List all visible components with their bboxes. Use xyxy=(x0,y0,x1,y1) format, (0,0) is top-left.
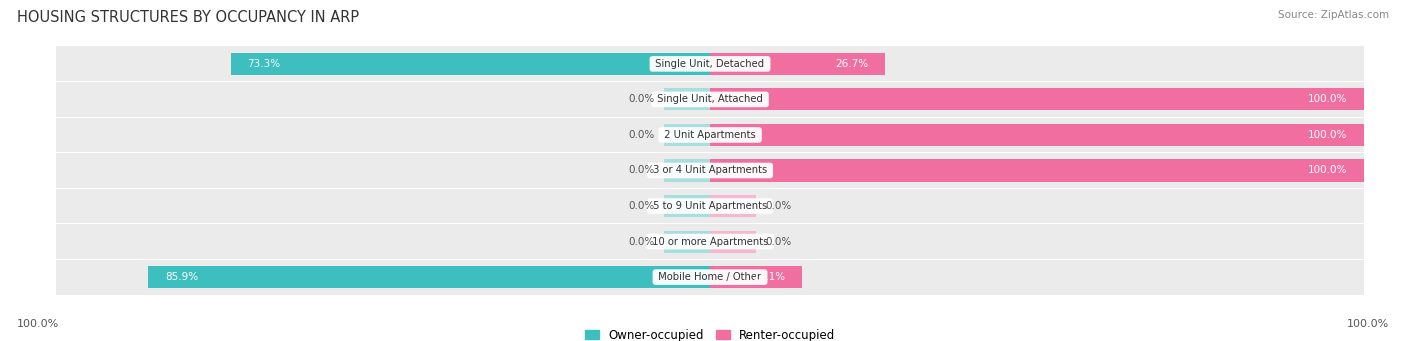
Text: 0.0%: 0.0% xyxy=(628,94,654,104)
Bar xyxy=(710,195,756,217)
Bar xyxy=(710,88,1364,110)
Bar xyxy=(56,260,1364,295)
Text: 0.0%: 0.0% xyxy=(628,130,654,140)
Bar xyxy=(56,189,1364,223)
Text: 5 to 9 Unit Apartments: 5 to 9 Unit Apartments xyxy=(650,201,770,211)
Bar xyxy=(664,231,710,253)
Text: 100.0%: 100.0% xyxy=(17,319,59,329)
Text: 10 or more Apartments: 10 or more Apartments xyxy=(648,237,772,247)
Bar xyxy=(664,160,710,181)
Text: Single Unit, Attached: Single Unit, Attached xyxy=(654,94,766,104)
Text: 100.0%: 100.0% xyxy=(1308,94,1347,104)
Bar xyxy=(149,266,710,288)
Text: 3 or 4 Unit Apartments: 3 or 4 Unit Apartments xyxy=(650,165,770,176)
Bar xyxy=(710,160,1364,181)
Text: Mobile Home / Other: Mobile Home / Other xyxy=(655,272,765,282)
Text: Single Unit, Detached: Single Unit, Detached xyxy=(652,59,768,69)
Text: 0.0%: 0.0% xyxy=(628,165,654,176)
Bar xyxy=(664,124,710,146)
Text: 14.1%: 14.1% xyxy=(752,272,786,282)
Bar xyxy=(710,124,1364,146)
Bar xyxy=(664,195,710,217)
Text: 0.0%: 0.0% xyxy=(766,237,792,247)
Text: Source: ZipAtlas.com: Source: ZipAtlas.com xyxy=(1278,10,1389,20)
Bar xyxy=(56,153,1364,188)
Text: 26.7%: 26.7% xyxy=(835,59,869,69)
Text: 0.0%: 0.0% xyxy=(766,201,792,211)
Legend: Owner-occupied, Renter-occupied: Owner-occupied, Renter-occupied xyxy=(579,324,841,341)
Bar xyxy=(231,53,710,75)
Text: HOUSING STRUCTURES BY OCCUPANCY IN ARP: HOUSING STRUCTURES BY OCCUPANCY IN ARP xyxy=(17,10,359,25)
Text: 100.0%: 100.0% xyxy=(1308,130,1347,140)
Text: 2 Unit Apartments: 2 Unit Apartments xyxy=(661,130,759,140)
Bar xyxy=(56,118,1364,152)
Text: 0.0%: 0.0% xyxy=(628,237,654,247)
Text: 100.0%: 100.0% xyxy=(1308,165,1347,176)
Text: 73.3%: 73.3% xyxy=(247,59,280,69)
Bar xyxy=(56,224,1364,259)
Text: 100.0%: 100.0% xyxy=(1347,319,1389,329)
Bar xyxy=(710,266,803,288)
Bar xyxy=(664,88,710,110)
Text: 85.9%: 85.9% xyxy=(165,272,198,282)
Bar xyxy=(56,82,1364,117)
Text: 0.0%: 0.0% xyxy=(628,201,654,211)
Bar xyxy=(56,46,1364,81)
Bar xyxy=(710,231,756,253)
Bar xyxy=(710,53,884,75)
